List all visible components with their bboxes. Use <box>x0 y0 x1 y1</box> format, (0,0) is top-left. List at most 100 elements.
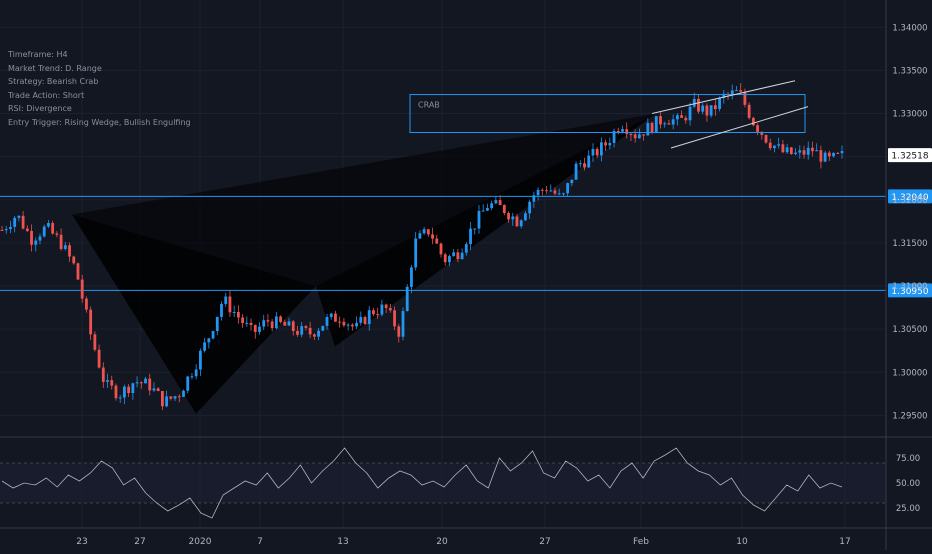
candle-body <box>486 208 489 211</box>
candle-body <box>89 309 93 335</box>
price-tick-0: 1.34000 <box>892 23 927 33</box>
candle-body <box>448 256 451 263</box>
candle-body <box>55 233 59 235</box>
price-tick-4: 1.32000 <box>892 196 927 206</box>
level-label-1: 1.30950 <box>891 287 928 297</box>
candle-body <box>764 134 768 143</box>
candle-body <box>249 322 253 325</box>
rsi-tick-0: 75.00 <box>896 454 920 464</box>
candle-body <box>93 334 97 350</box>
candle-body <box>317 330 320 337</box>
candle-body <box>460 252 464 259</box>
candle-body <box>629 134 633 136</box>
candle-body <box>393 310 396 327</box>
candle-body <box>540 189 544 191</box>
candle-body <box>806 147 810 155</box>
rsi-line <box>1 447 843 519</box>
time-tick-9: 17 <box>839 537 850 547</box>
candle-body <box>211 331 215 339</box>
candle-body <box>51 223 55 234</box>
candle-body <box>274 316 278 329</box>
candle-body <box>401 311 405 337</box>
candle-body <box>342 321 346 326</box>
candle-body <box>418 233 422 239</box>
candle-body <box>456 252 460 259</box>
note-rsi: RSI: Divergence <box>8 104 72 113</box>
candle-body <box>819 150 823 162</box>
candle-body <box>245 322 249 324</box>
candle-body <box>258 326 261 332</box>
candle-body <box>502 205 506 214</box>
candle-body <box>739 90 743 92</box>
candle-body <box>789 147 793 155</box>
crab-box <box>409 94 806 133</box>
candle-body <box>840 151 844 154</box>
note-trade-action: Trade Action: Short <box>8 91 85 100</box>
candle-body <box>127 386 131 394</box>
candle-body <box>296 331 299 335</box>
candle-body <box>832 152 835 157</box>
candle-body <box>426 229 430 235</box>
candle-body <box>680 115 683 118</box>
candle-body <box>367 310 371 324</box>
overlays: CRAB <box>409 80 809 149</box>
candle-body <box>177 396 181 398</box>
candle-body <box>68 245 71 257</box>
candle-body <box>139 382 143 384</box>
candle-body <box>532 195 536 202</box>
candle-body <box>625 129 629 135</box>
crab-connector <box>72 113 656 287</box>
price-tick-8: 1.30000 <box>892 368 927 378</box>
candle-body <box>713 105 717 110</box>
candle-body <box>671 119 675 125</box>
candle-body <box>156 388 160 391</box>
candle-body <box>498 200 502 206</box>
candle-body <box>637 134 641 139</box>
candle-body <box>494 200 498 204</box>
candle-body <box>599 142 603 156</box>
candle-body <box>148 378 152 391</box>
price-tick-1: 1.33500 <box>892 66 927 76</box>
time-tick-3: 7 <box>257 537 263 547</box>
current-price-badge <box>888 148 932 163</box>
candle-body <box>334 313 337 322</box>
wedge-lower-line <box>670 106 809 149</box>
candle-body <box>709 105 713 116</box>
level-label-0: 1.32040 <box>891 193 928 203</box>
candle-body <box>161 390 164 407</box>
candle-body <box>338 321 342 323</box>
candle-body <box>612 130 616 143</box>
price-tick-5: 1.31500 <box>892 239 927 249</box>
candle-body <box>173 396 177 399</box>
candle-body <box>794 152 797 155</box>
candle-body <box>511 216 515 220</box>
candle-body <box>123 386 126 398</box>
price-tick-6: 1.31000 <box>892 282 927 292</box>
candle-body <box>519 220 523 227</box>
candle-body <box>823 152 827 162</box>
rsi-band <box>0 463 886 503</box>
time-tick-7: Feb <box>633 537 649 547</box>
candle-body <box>760 131 764 135</box>
candle-body <box>355 322 358 327</box>
candle-body <box>304 326 308 328</box>
candle-body <box>300 326 304 335</box>
candle-body <box>414 238 418 268</box>
candle-body <box>452 252 456 257</box>
level-badge-1 <box>888 283 932 298</box>
candle-body <box>633 134 637 139</box>
candle-body <box>9 226 12 230</box>
candle-body <box>735 90 738 92</box>
candle-body <box>266 320 270 322</box>
candle-body <box>659 116 662 125</box>
candle-body <box>827 152 831 157</box>
candle-body <box>220 303 223 317</box>
note-market-trend: Market Trend: D. Range <box>8 64 102 73</box>
candle-body <box>203 342 207 351</box>
candle-body <box>642 134 646 136</box>
candle-body <box>287 321 291 326</box>
candle-body <box>422 229 426 234</box>
crab-triangle-xab <box>72 214 316 414</box>
candle-body <box>595 148 599 156</box>
